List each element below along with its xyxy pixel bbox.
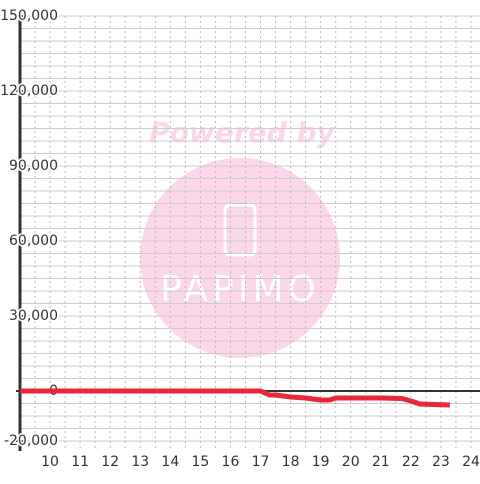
watermark-icon [223,203,257,257]
x-tick-label: 16 [222,454,240,470]
watermark-title: Powered by [149,116,336,149]
x-tick-label: 21 [372,454,390,470]
y-tick-label: 150,000 [0,8,58,24]
y-tick-label: 30,000 [9,308,58,324]
x-tick-label: 22 [402,454,420,470]
x-tick-label: 23 [432,454,450,470]
x-tick-label: 12 [101,454,119,470]
x-tick-label: 18 [282,454,300,470]
x-tick-label: 20 [342,454,360,470]
line-series [20,388,451,408]
x-tick-label: 19 [312,454,330,470]
watermark-circle [140,158,340,358]
x-tick-label: 10 [41,454,59,470]
y-tick-label: 120,000 [0,83,58,99]
x-tick-label: 17 [252,454,270,470]
y-tick-label: 90,000 [9,158,58,174]
x-tick-label: 15 [191,454,209,470]
y-tick-label: 60,000 [9,233,58,249]
x-tick-label: 14 [161,454,179,470]
x-tick-label: 24 [462,454,480,470]
x-tick-label: 11 [71,454,89,470]
y-tick-label: -20,000 [4,433,58,449]
x-tick-label: 13 [131,454,149,470]
